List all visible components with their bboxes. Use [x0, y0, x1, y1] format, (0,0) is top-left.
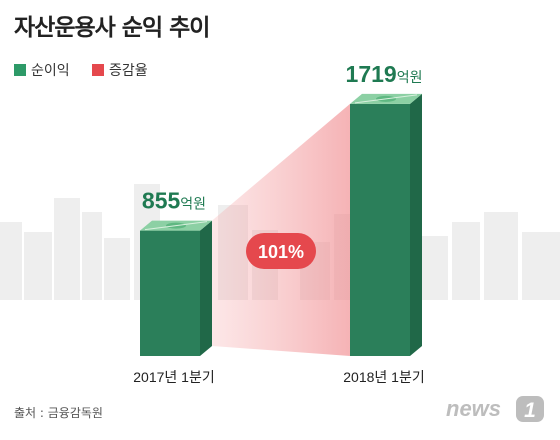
category-label: 2018년 1분기 [343, 369, 424, 385]
value-number: 855 [142, 188, 181, 214]
value-unit: 억원 [180, 196, 206, 212]
source-note: 출처 : 금융감독원 [14, 406, 103, 420]
skyline-building [82, 212, 102, 300]
news1-logo-graphic: news 1 [446, 396, 544, 422]
skyline-building [24, 232, 52, 300]
legend-swatch-change-rate [92, 64, 104, 76]
change-badge: 101% [246, 233, 316, 269]
bar-2 [350, 93, 422, 356]
bar-top-highlight [144, 221, 208, 231]
legend-label-profit: 순이익 [31, 63, 70, 79]
logo-badge [516, 396, 544, 422]
bars-group [140, 93, 422, 356]
bar-front [350, 103, 410, 356]
skyline-building [452, 222, 480, 300]
logo-badge-number: 1 [524, 399, 536, 422]
change-badge-label: 101% [258, 242, 304, 262]
bar-side [410, 93, 422, 356]
news1-logo: news 1 [444, 394, 548, 424]
category-label: 2017년 1분기 [133, 369, 214, 385]
bar-side [200, 220, 212, 356]
value-label: 1719억원 [346, 61, 423, 87]
bar-1 [140, 220, 212, 356]
skyline-building [54, 198, 80, 300]
value-label: 855억원 [142, 188, 206, 214]
skyline-building [522, 232, 560, 300]
legend-label-change-rate: 증감율 [109, 63, 148, 79]
logo-wordmark: news [446, 396, 501, 421]
change-badge-pill [246, 233, 316, 269]
bar-front [140, 230, 200, 356]
value-unit: 억원 [397, 69, 423, 85]
growth-beam [212, 103, 350, 356]
growth-beam-shape [212, 103, 350, 356]
skyline-building [104, 238, 130, 300]
skyline-building [0, 222, 22, 300]
bar-top-highlight [354, 94, 418, 104]
legend-item-profit: 순이익 [14, 60, 70, 80]
legend-swatch-profit [14, 64, 26, 76]
legend-item-change-rate: 증감율 [92, 60, 148, 80]
skyline-building [484, 212, 518, 300]
value-number: 1719 [346, 61, 397, 87]
skyline-building [420, 236, 448, 300]
chart-title: 자산운용사 순익 추이 [14, 15, 210, 41]
